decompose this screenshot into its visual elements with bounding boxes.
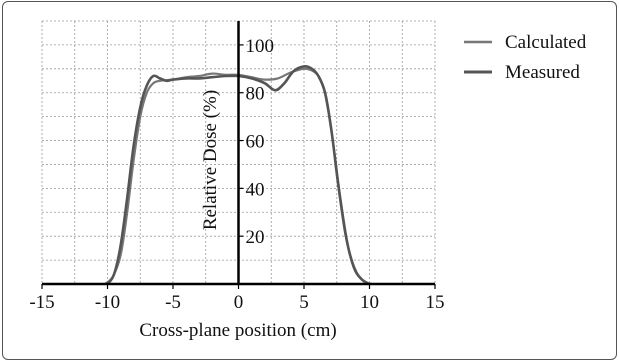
y-tick-label: 60 (246, 132, 265, 153)
legend-label-calculated: Calculated (505, 32, 587, 53)
axes (41, 21, 436, 289)
y-tick-label: 40 (246, 179, 265, 200)
y-axis-title: Relative Dose (%) (200, 90, 221, 230)
legend-label-measured: Measured (505, 62, 580, 83)
y-tick-label: 80 (246, 84, 265, 105)
x-tick-label: 10 (360, 292, 379, 313)
y-tick-label: 100 (246, 36, 275, 57)
x-tick-label: -5 (165, 292, 181, 313)
x-axis-title: Cross-plane position (cm) (139, 320, 336, 341)
x-tick-label: 15 (426, 292, 445, 313)
tick-labels: -15 -10 -5 0 5 10 15 20 40 60 80 100 (29, 36, 444, 313)
x-tick-label: -10 (95, 292, 120, 313)
y-tick-label: 20 (246, 227, 265, 248)
x-tick-label: 0 (234, 292, 244, 313)
legend: Calculated Measured (464, 32, 587, 83)
x-tick-label: -15 (29, 292, 54, 313)
x-tick-label: 5 (299, 292, 309, 313)
